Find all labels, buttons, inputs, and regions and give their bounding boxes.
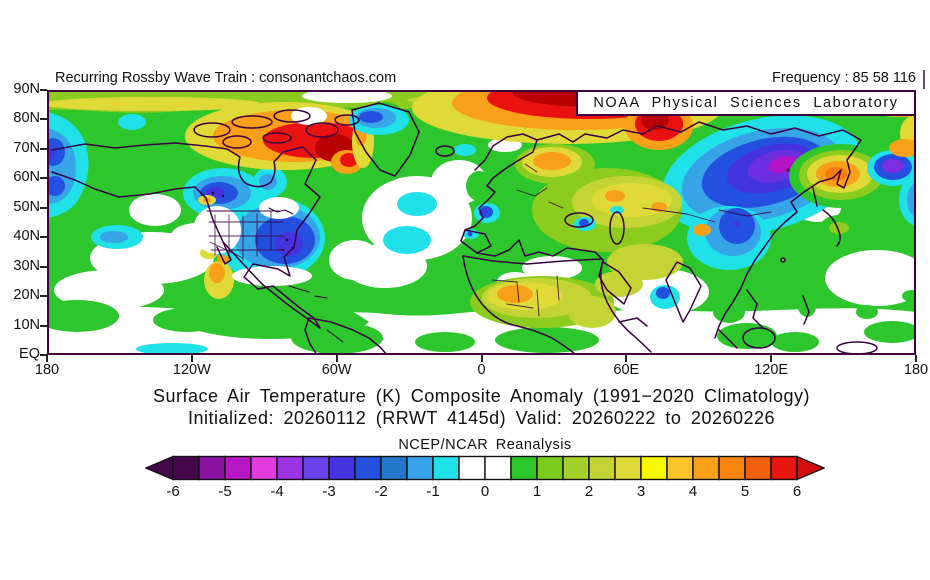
colorbar-cell-3 xyxy=(250,455,278,481)
noaa-watermark: NOAA Physical Sciences Laboratory xyxy=(576,92,914,116)
colorbar-cell-7 xyxy=(354,455,382,481)
anomaly-map xyxy=(47,90,916,355)
lat-label-10N: 10N xyxy=(13,316,40,333)
lon-label-120W-1: 120W xyxy=(172,362,211,378)
colorbar-label: NCEP/NCAR Reanalysis xyxy=(398,437,572,453)
lat-tick xyxy=(40,147,47,150)
colorbar-tick-1: 1 xyxy=(532,483,542,500)
lat-label-EQ: EQ xyxy=(19,346,40,362)
colorbar-right-arrow xyxy=(796,455,825,481)
colorbar-cell-6 xyxy=(328,455,356,481)
lon-tick xyxy=(190,355,193,362)
colorbar-tick-3: 3 xyxy=(636,483,646,500)
lon-tick xyxy=(625,355,628,362)
credit-text: Recurring Rossby Wave Train : consonantc… xyxy=(55,70,397,86)
colorbar-cell-20 xyxy=(692,455,720,481)
lat-tick xyxy=(40,265,47,268)
map-frame: NOAA Physical Sciences Laboratory xyxy=(47,90,916,355)
colorbar-tick-4: 4 xyxy=(688,483,698,500)
coastlines xyxy=(51,102,878,355)
plot-title: Surface Air Temperature (K) Composite An… xyxy=(153,386,810,406)
colorbar-cell-18 xyxy=(640,455,668,481)
lon-tick xyxy=(480,355,483,362)
colorbar-tick-0: 0 xyxy=(480,483,490,500)
colorbar-tick--1: -1 xyxy=(426,483,440,500)
colorbar-cell-11 xyxy=(458,455,486,481)
lat-label-30N: 30N xyxy=(13,257,40,274)
lon-tick xyxy=(915,355,917,362)
colorbar-tick--6: -6 xyxy=(166,483,180,500)
colorbar-tick-5: 5 xyxy=(740,483,750,500)
lat-tick xyxy=(40,295,47,298)
cold-anomalies xyxy=(47,112,916,355)
colorbar-cell-4 xyxy=(276,455,304,481)
lat-tick xyxy=(40,236,47,239)
lat-tick xyxy=(40,206,47,209)
lon-label-180-6: 180 xyxy=(903,362,929,378)
colorbar-tick--5: -5 xyxy=(218,483,232,500)
lon-label-120E-5: 120E xyxy=(754,362,789,378)
colorbar-tick--3: -3 xyxy=(322,483,336,500)
lat-label-50N: 50N xyxy=(13,198,40,215)
colorbar-cell-15 xyxy=(562,455,590,481)
colorbar-cell-5 xyxy=(302,455,330,481)
colorbar-tick-6: 6 xyxy=(792,483,802,500)
colorbar-cell-10 xyxy=(432,455,460,481)
colorbar-cell-9 xyxy=(406,455,434,481)
lon-label-0-3: 0 xyxy=(477,362,486,378)
colorbar-cell-22 xyxy=(744,455,772,481)
lon-tick xyxy=(770,355,773,362)
colorbar-cell-19 xyxy=(666,455,694,481)
frequency-text: Frequency : 85 58 116 xyxy=(771,70,916,86)
colorbar-cell-13 xyxy=(510,455,538,481)
margin-line xyxy=(923,70,925,89)
lat-label-70N: 70N xyxy=(13,139,40,156)
colorbar-cell-16 xyxy=(588,455,616,481)
lat-tick xyxy=(40,118,47,121)
colorbar-cell-8 xyxy=(380,455,408,481)
lon-label-180-0: 180 xyxy=(34,362,60,378)
lat-label-60N: 60N xyxy=(13,169,40,186)
lon-tick xyxy=(46,355,48,362)
lat-label-90N: 90N xyxy=(13,81,40,97)
lat-tick xyxy=(40,354,47,356)
colorbar-cell-0 xyxy=(172,455,200,481)
colorbar-cell-23 xyxy=(770,455,798,481)
colorbar-cell-21 xyxy=(718,455,746,481)
plot-subtitle: Initialized: 20260112 (RRWT 4145d) Valid… xyxy=(187,408,776,428)
colorbar-tick-2: 2 xyxy=(584,483,594,500)
colorbar-tick--4: -4 xyxy=(270,483,284,500)
lat-tick xyxy=(40,89,47,91)
colorbar-tick--2: -2 xyxy=(374,483,388,500)
lat-label-20N: 20N xyxy=(13,287,40,304)
lat-label-40N: 40N xyxy=(13,228,40,245)
colorbar-cell-14 xyxy=(536,455,564,481)
colorbar-cell-12 xyxy=(484,455,512,481)
lat-tick xyxy=(40,324,47,327)
colorbar-cell-2 xyxy=(224,455,252,481)
lat-tick xyxy=(40,177,47,180)
colorbar-cell-17 xyxy=(614,455,642,481)
colorbar-left-arrow xyxy=(145,455,174,481)
map-border xyxy=(47,90,916,355)
lon-label-60E-4: 60E xyxy=(613,362,640,378)
lon-label-60W-2: 60W xyxy=(321,362,352,378)
lat-label-80N: 80N xyxy=(13,110,40,127)
colorbar-cell-1 xyxy=(198,455,226,481)
lon-tick xyxy=(335,355,338,362)
colorbar xyxy=(145,455,825,481)
